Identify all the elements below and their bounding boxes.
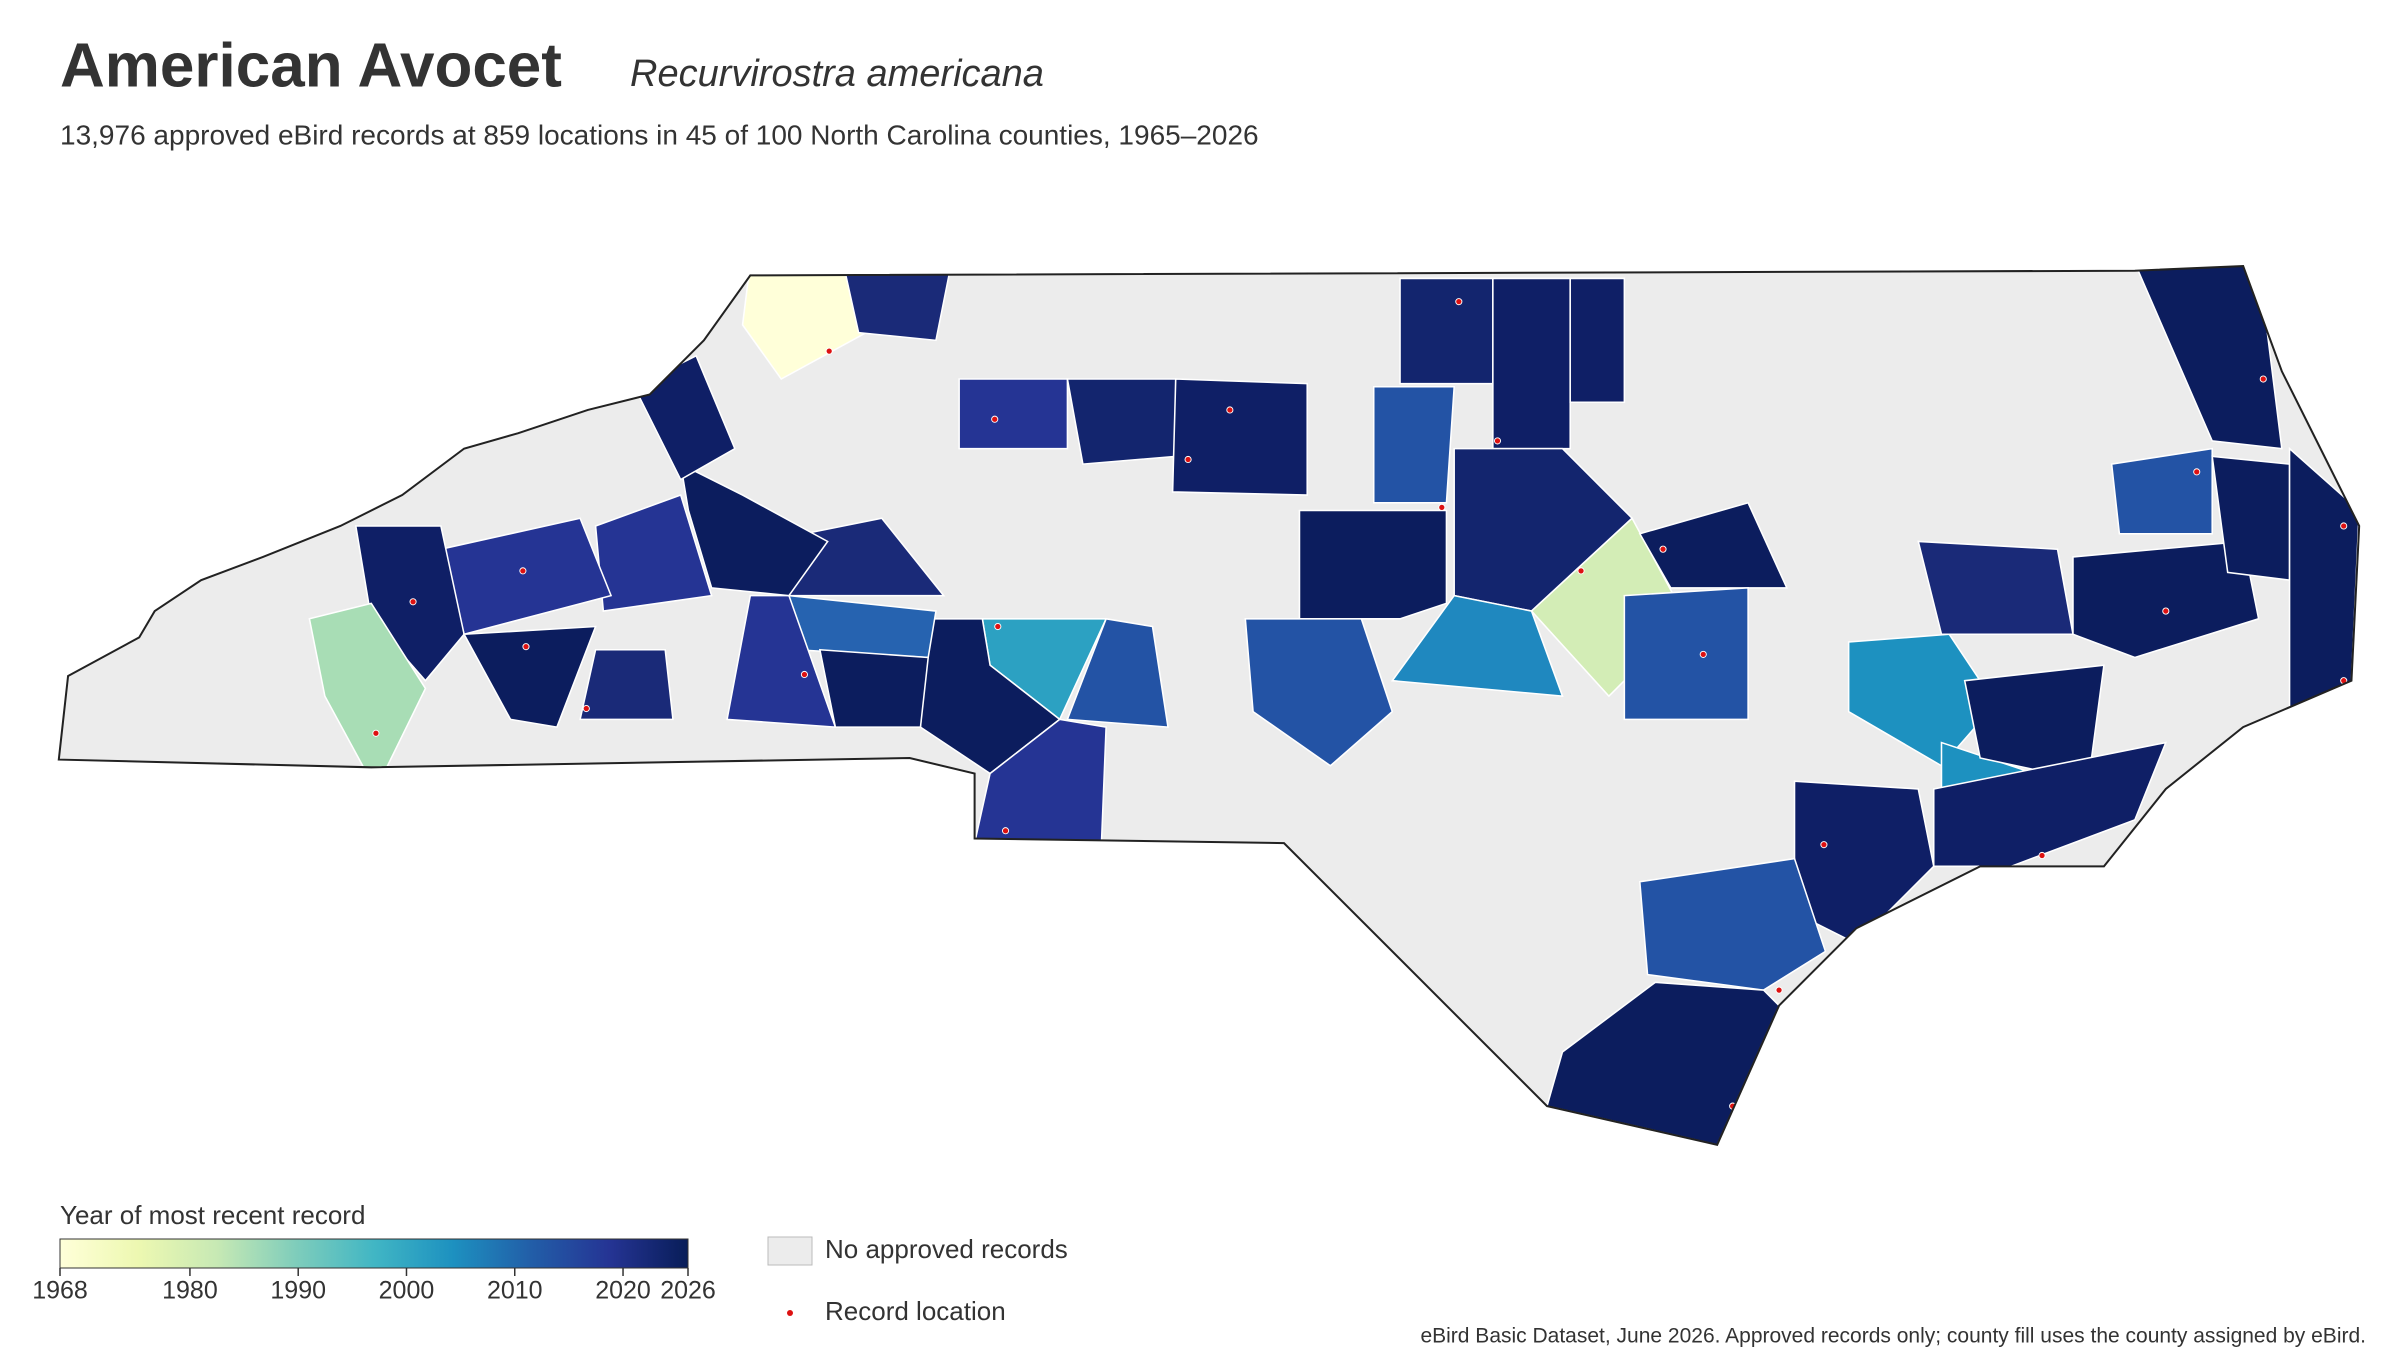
subtitle: 13,976 approved eBird records at 859 loc… xyxy=(60,119,1259,150)
no-records-label: No approved records xyxy=(825,1234,1068,1264)
counties xyxy=(58,266,2360,1145)
no-records-swatch xyxy=(767,1236,813,1266)
colorbar-tick-label: 2026 xyxy=(660,1277,716,1305)
colorbar-ticks: 1968 1980 1990 2000 2010 2020 2026 xyxy=(32,1268,716,1305)
source-note: eBird Basic Dataset, June 2026. Approved… xyxy=(1420,1325,2366,1348)
record-location-label: Record location xyxy=(825,1296,1006,1326)
colorbar xyxy=(59,1238,689,1269)
colorbar-tick-label: 2010 xyxy=(487,1277,543,1305)
title: American Avocet xyxy=(60,31,562,100)
record-location-swatch xyxy=(787,1310,793,1316)
map xyxy=(57,265,2361,1146)
colorbar-tick-label: 1968 xyxy=(32,1277,88,1305)
colorbar-tick-label: 1990 xyxy=(270,1277,326,1305)
species-name: Recurvirostra americana xyxy=(630,53,1044,95)
colorbar-title: Year of most recent record xyxy=(60,1200,365,1230)
colorbar-tick-label: 2000 xyxy=(379,1277,435,1305)
colorbar-tick-label: 2020 xyxy=(595,1277,651,1305)
colorbar-tick-label: 1980 xyxy=(162,1277,218,1305)
